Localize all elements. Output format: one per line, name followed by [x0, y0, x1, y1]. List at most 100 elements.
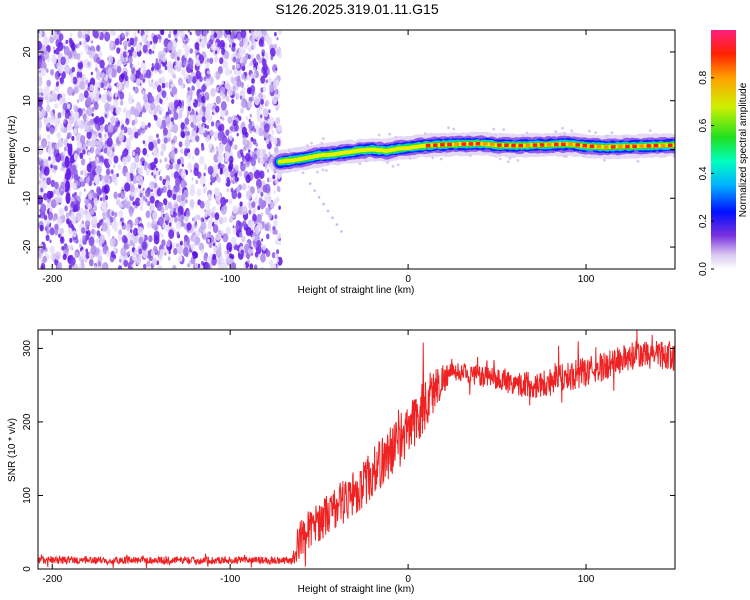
- noise-speckle: [155, 58, 159, 63]
- noise-speckle: [250, 137, 254, 142]
- noise-speckle: [129, 37, 135, 46]
- noise-speckle: [84, 172, 88, 177]
- noise-speckle: [260, 75, 266, 84]
- noise-speckle: [86, 96, 92, 106]
- noise-speckle: [168, 229, 175, 239]
- noise-speckle: [162, 56, 167, 63]
- noise-speckle: [100, 93, 107, 103]
- noise-speckle: [124, 107, 127, 112]
- colorbar-label: Normalized spectral amplitude: [738, 82, 749, 217]
- noise-streak: [66, 168, 72, 180]
- noise-speckle: [242, 137, 248, 146]
- noise-speckle: [168, 216, 174, 224]
- noise-speckle: [98, 132, 102, 138]
- noise-speckle: [243, 264, 246, 268]
- noise-speckle: [168, 222, 172, 227]
- noise-speckle: [68, 264, 72, 269]
- noise-speckle: [125, 140, 132, 150]
- noise-speckle: [71, 66, 76, 73]
- noise-speckle: [48, 211, 54, 221]
- noise-speckle: [175, 163, 180, 171]
- noise-speckle: [223, 216, 228, 224]
- noise-speckle: [154, 115, 158, 121]
- noise-speckle: [208, 142, 213, 150]
- noise-speckle: [83, 90, 89, 99]
- noise-speckle: [173, 30, 178, 35]
- noise-speckle: [146, 200, 151, 207]
- noise-speckle: [271, 252, 276, 259]
- noise-streak: [67, 144, 73, 156]
- noise-speckle: [260, 114, 263, 119]
- noise-speckle: [93, 197, 99, 205]
- noise-speckle: [66, 122, 73, 132]
- noise-speckle: [200, 264, 204, 269]
- spectrogram-ylabel: Frequency (Hz): [7, 116, 18, 185]
- noise-speckle: [73, 185, 77, 191]
- noise-speckle: [129, 229, 133, 234]
- noise-speckle: [96, 230, 101, 237]
- noise-speckle: [229, 31, 235, 40]
- faint-scatter-point: [492, 127, 496, 131]
- noise-speckle: [140, 121, 146, 129]
- faint-scatter-point: [498, 157, 502, 161]
- noise-speckle: [219, 57, 224, 65]
- noise-speckle: [82, 35, 85, 39]
- noise-speckle: [220, 196, 227, 207]
- noise-speckle: [57, 63, 64, 74]
- noise-speckle: [258, 57, 262, 64]
- noise-speckle: [268, 109, 271, 114]
- faint-scatter-point: [554, 130, 558, 133]
- noise-speckle: [213, 73, 217, 78]
- noise-streak: [64, 156, 70, 168]
- noise-speckle: [151, 257, 157, 266]
- noise-speckle: [137, 104, 143, 113]
- noise-speckle: [39, 224, 44, 232]
- noise-speckle: [131, 134, 134, 139]
- noise-speckle: [103, 158, 108, 165]
- noise-speckle: [49, 245, 55, 255]
- noise-speckle: [220, 109, 226, 118]
- noise-speckle: [257, 222, 263, 232]
- noise-speckle: [210, 121, 215, 127]
- noise-speckle: [139, 161, 142, 166]
- noise-speckle: [171, 242, 176, 249]
- noise-speckle: [171, 46, 176, 54]
- noise-speckle: [183, 60, 187, 67]
- noise-speckle: [101, 72, 105, 78]
- noise-speckle: [179, 240, 183, 246]
- noise-speckle: [270, 126, 273, 131]
- noise-speckle: [187, 106, 191, 112]
- noise-speckle: [125, 31, 129, 37]
- noise-speckle: [177, 77, 183, 86]
- noise-speckle: [192, 216, 197, 223]
- noise-speckle: [252, 206, 257, 214]
- noise-speckle: [127, 95, 134, 105]
- noise-speckle: [90, 245, 97, 255]
- noise-speckle: [38, 120, 43, 129]
- noise-speckle: [50, 69, 54, 76]
- noise-speckle: [161, 90, 167, 99]
- faint-scatter-point: [313, 189, 317, 192]
- spectrogram-xtick-label: -100: [220, 274, 240, 285]
- noise-speckle: [260, 30, 267, 36]
- noise-speckle: [57, 119, 61, 125]
- noise-speckle: [95, 91, 102, 101]
- noise-speckle: [50, 179, 56, 188]
- noise-speckle: [153, 110, 157, 116]
- noise-speckle: [214, 219, 219, 226]
- noise-speckle: [112, 216, 116, 221]
- noise-speckle: [236, 132, 239, 137]
- noise-speckle: [253, 67, 256, 72]
- noise-speckle: [160, 187, 164, 194]
- noise-speckle: [126, 51, 130, 57]
- noise-speckle: [224, 205, 228, 211]
- noise-speckle: [95, 63, 98, 68]
- noise-speckle: [88, 92, 92, 96]
- noise-speckle: [194, 262, 199, 269]
- noise-speckle: [65, 39, 69, 45]
- noise-speckle: [240, 108, 244, 114]
- noise-speckle: [71, 79, 74, 83]
- noise-speckle: [238, 170, 243, 177]
- noise-speckle: [217, 263, 224, 269]
- noise-speckle: [118, 193, 122, 198]
